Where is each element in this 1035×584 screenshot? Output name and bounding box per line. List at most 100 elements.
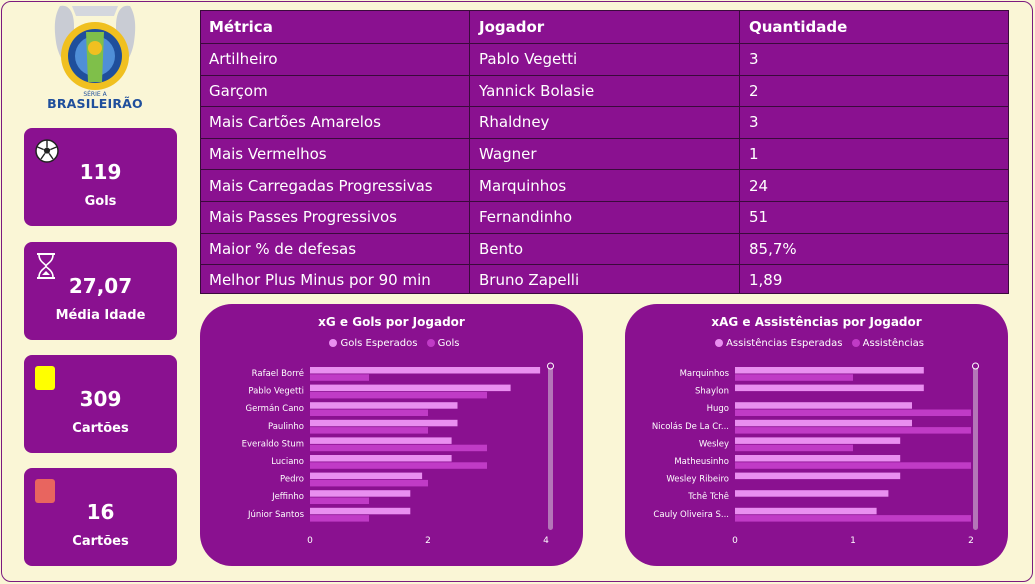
table-row[interactable]: Mais Cartões Amarelos Rhaldney 3 <box>201 106 1008 138</box>
bar-0[interactable] <box>310 419 458 427</box>
table-row[interactable]: Melhor Plus Minus por 90 min Bruno Zapel… <box>201 264 1008 296</box>
legend-label[interactable]: Gols <box>437 338 460 349</box>
scrollbar-track[interactable] <box>548 364 553 530</box>
legend-label[interactable]: Assistências <box>862 338 924 349</box>
cell-jogador: Bruno Zapelli <box>479 271 580 290</box>
chart-xag-assistencias: xAG e Assistências por Jogador Assistênc… <box>625 304 1008 566</box>
bar-1[interactable] <box>735 462 971 469</box>
bar-1[interactable] <box>310 497 369 505</box>
kpi-label: Cartões <box>72 534 129 549</box>
bar-1[interactable] <box>310 427 428 434</box>
x-tick-label: 0 <box>732 536 738 546</box>
cell-quantidade: 3 <box>749 50 759 69</box>
cell-quantidade: 24 <box>749 176 769 195</box>
kpi-label: Média Idade <box>55 308 146 323</box>
x-tick-label: 1 <box>850 536 856 546</box>
legend-label[interactable]: Gols Esperados <box>340 338 418 349</box>
x-tick-label: 4 <box>543 536 549 546</box>
bar-0[interactable] <box>310 402 458 409</box>
cell-quantidade: 2 <box>749 81 759 100</box>
bar-1[interactable] <box>735 515 971 522</box>
bar-0[interactable] <box>310 367 541 374</box>
bar-0[interactable] <box>735 402 912 409</box>
bar-0[interactable] <box>735 384 924 392</box>
bar-1[interactable] <box>310 462 487 469</box>
cell-metrica: Maior % de defesas <box>209 239 357 258</box>
kpi-card-media-idade: 27,07 Média Idade <box>24 242 177 340</box>
category-label: Jeffinho <box>271 492 304 502</box>
hourglass-icon <box>34 252 58 284</box>
bar-0[interactable] <box>735 367 924 374</box>
yellow-card-icon <box>34 365 56 395</box>
table-row[interactable]: Maior % de defesas Bento 85,7% <box>201 232 1008 265</box>
category-label: Paulinho <box>268 422 304 432</box>
kpi-card-cartoes-vermelhos: 16 Cartões <box>24 468 177 566</box>
scrollbar-handle[interactable] <box>547 362 554 370</box>
header-quantidade[interactable]: Quantidade <box>749 18 848 36</box>
category-label: Nicolás De La Cr... <box>652 422 729 432</box>
table-row[interactable]: Mais Carregadas Progressivas Marquinhos … <box>201 169 1008 201</box>
bar-0[interactable] <box>735 507 877 515</box>
kpi-card-cartoes-amarelos: 309 Cartões <box>24 355 177 453</box>
bar-1[interactable] <box>310 391 487 399</box>
scrollbar-track[interactable] <box>973 364 978 530</box>
cell-jogador: Rhaldney <box>479 113 550 132</box>
bar-1[interactable] <box>735 444 853 452</box>
kpi-label: Gols <box>84 194 117 209</box>
bar-1[interactable] <box>310 479 428 487</box>
bar-1[interactable] <box>735 409 971 417</box>
x-tick-label: 2 <box>425 536 431 546</box>
category-label: Luciano <box>271 457 304 467</box>
legend-dot <box>851 339 860 347</box>
header-jogador[interactable]: Jogador <box>479 18 545 36</box>
bar-0[interactable] <box>310 490 411 497</box>
chart-title: xG e Gols por Jogador <box>318 315 465 329</box>
bar-0[interactable] <box>735 490 889 497</box>
category-label: Júnior Santos <box>247 510 305 520</box>
scrollbar-handle[interactable] <box>972 362 979 370</box>
category-label: Tchê Tchê <box>687 491 729 502</box>
bar-0[interactable] <box>735 437 901 444</box>
header-metrica[interactable]: Métrica <box>209 18 273 36</box>
chart-title: xAG e Assistências por Jogador <box>711 315 922 329</box>
cell-jogador: Fernandinho <box>479 208 573 227</box>
cell-metrica: Garçom <box>209 81 268 100</box>
bar-0[interactable] <box>310 507 411 515</box>
table-row[interactable]: Mais Passes Progressivos Fernandinho 51 <box>201 201 1008 233</box>
category-label: Shaylon <box>695 387 729 397</box>
cell-jogador: Bento <box>479 239 524 258</box>
legend-dot <box>715 339 724 347</box>
bar-0[interactable] <box>735 455 901 462</box>
cell-metrica: Mais Carregadas Progressivas <box>209 176 433 195</box>
bar-0[interactable] <box>310 472 423 480</box>
table-header-row: Métrica Jogador Quantidade <box>201 11 1008 43</box>
cell-metrica: Mais Vermelhos <box>209 145 327 164</box>
cell-metrica: Melhor Plus Minus por 90 min <box>209 271 431 290</box>
legend-dot <box>329 339 338 347</box>
category-label: Wesley <box>699 439 729 449</box>
bar-1[interactable] <box>735 374 853 381</box>
table-row[interactable]: Mais Vermelhos Wagner 1 <box>201 137 1008 170</box>
metrics-table: Métrica Jogador Quantidade Artilheiro Pa… <box>200 10 1009 294</box>
legend-label[interactable]: Assistências Esperadas <box>726 338 843 349</box>
bar-0[interactable] <box>735 472 901 480</box>
bar-1[interactable] <box>310 515 369 522</box>
table-row[interactable]: Artilheiro Pablo Vegetti 3 <box>201 43 1008 75</box>
cell-metrica: Mais Cartões Amarelos <box>209 113 381 132</box>
bar-1[interactable] <box>735 427 971 434</box>
bar-1[interactable] <box>310 409 428 417</box>
category-label: Wesley Ribeiro <box>666 475 729 485</box>
bar-0[interactable] <box>310 437 452 444</box>
bar-0[interactable] <box>310 384 511 392</box>
bar-0[interactable] <box>735 419 912 427</box>
bar-0[interactable] <box>310 455 452 462</box>
chart-plot: Rafael Borré Pablo Vegetti Germán Cano Paul… <box>242 362 554 546</box>
bar-1[interactable] <box>310 374 369 381</box>
cell-metrica: Artilheiro <box>209 50 278 69</box>
category-label: Matheusinho <box>674 457 729 467</box>
bar-1[interactable] <box>310 444 487 452</box>
table-row[interactable]: Garçom Yannick Bolasie 2 <box>201 74 1008 107</box>
kpi-value: 27,07 <box>68 274 133 298</box>
brasileirao-logo: SÉRIE A <box>40 2 150 114</box>
